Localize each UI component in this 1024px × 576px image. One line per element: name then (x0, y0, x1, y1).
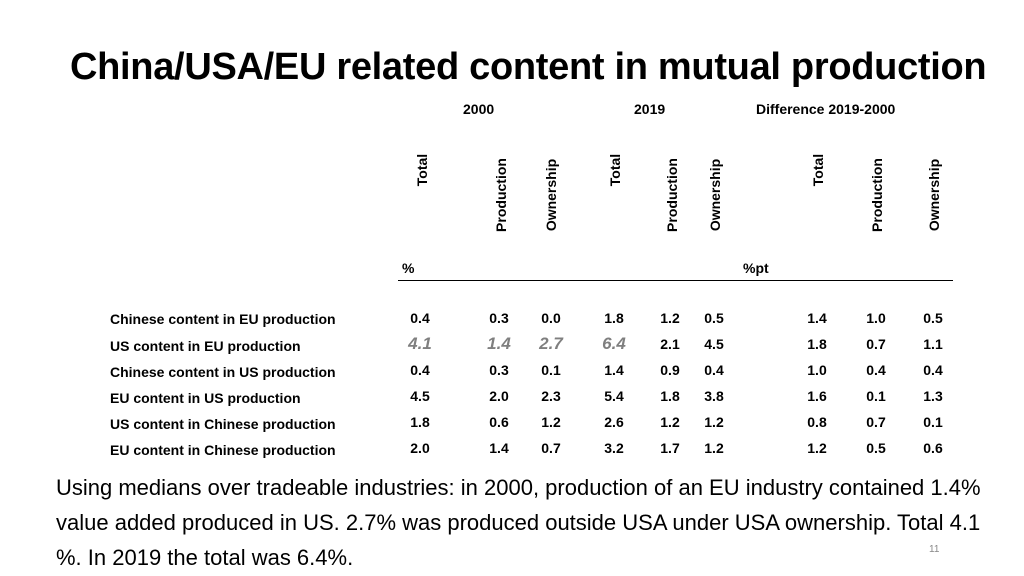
table-cell: 0.9 (660, 362, 680, 378)
table-cell: 1.8 (660, 388, 680, 404)
table-cell: 2.3 (541, 388, 561, 404)
table-cell: 0.4 (704, 362, 724, 378)
table-cell: 1.3 (923, 388, 943, 404)
table-cell: 2.7 (539, 334, 563, 353)
col-head-total-2000: Total (414, 153, 430, 187)
col-head-total-2019: Total (607, 153, 623, 187)
table-cell: 1.2 (704, 414, 724, 430)
table-cell: 1.2 (541, 414, 561, 430)
table-cell: 0.7 (866, 336, 886, 352)
table-cell: 0.4 (410, 362, 430, 378)
table-cell: 1.8 (604, 310, 624, 326)
col-head-production-2000: Production (493, 158, 509, 232)
table-cell: 0.4 (923, 362, 943, 378)
table-cell: 1.7 (660, 440, 680, 456)
table-cell: 4.1 (408, 334, 432, 353)
table-cell: 0.5 (866, 440, 886, 456)
table-cell: 6.4 (602, 334, 626, 353)
table-cell: 5.4 (604, 388, 624, 404)
row-label: EU content in Chinese production (110, 442, 336, 458)
table-cell: 2.6 (604, 414, 624, 430)
table-cell: 0.3 (489, 362, 509, 378)
table-cell: 1.0 (866, 310, 886, 326)
table-cell: 0.4 (410, 310, 430, 326)
table-cell: 0.5 (704, 310, 724, 326)
group-head-difference: Difference 2019-2000 (756, 101, 896, 117)
table-cell: 1.2 (807, 440, 827, 456)
table-cell: 1.4 (604, 362, 624, 378)
explanatory-note: Using medians over tradeable industries:… (56, 475, 981, 570)
group-head-2019: 2019 (634, 101, 666, 117)
group-head-2000: 2000 (463, 101, 495, 117)
row-label: US content in Chinese production (110, 416, 336, 432)
table-cell: 0.1 (923, 414, 943, 430)
table-cell: 1.0 (807, 362, 827, 378)
table-cell: 0.1 (541, 362, 561, 378)
table-cell: 0.3 (489, 310, 509, 326)
table-cell: 0.6 (923, 440, 943, 456)
header-rule (398, 280, 953, 281)
table-cell: 0.0 (541, 310, 561, 326)
table-cell: 1.4 (489, 440, 509, 456)
table-cell: 1.4 (487, 334, 511, 353)
table-cell: 1.2 (660, 414, 680, 430)
table-cell: 2.0 (410, 440, 430, 456)
col-head-total-diff: Total (810, 153, 826, 187)
table-cell: 0.5 (923, 310, 943, 326)
table-cell: 3.8 (704, 388, 724, 404)
table-cell: 0.8 (807, 414, 827, 430)
table-cell: 0.4 (866, 362, 886, 378)
row-label: Chinese content in US production (110, 364, 336, 380)
row-label: EU content in US production (110, 390, 301, 406)
col-head-ownership-2000: Ownership (543, 158, 559, 232)
table-cell: 1.4 (807, 310, 827, 326)
table-cell: 0.6 (489, 414, 509, 430)
table-cell: 1.6 (807, 388, 827, 404)
table-cell: 0.7 (541, 440, 561, 456)
table-cell: 1.1 (923, 336, 943, 352)
col-head-ownership-2019: Ownership (707, 158, 723, 232)
col-head-ownership-diff: Ownership (926, 158, 942, 232)
table-cell: 3.2 (604, 440, 624, 456)
col-head-production-diff: Production (869, 158, 885, 232)
col-head-production-2019: Production (664, 158, 680, 232)
row-label: Chinese content in EU production (110, 311, 336, 327)
table-cell: 1.8 (410, 414, 430, 430)
table-cell: 0.1 (866, 388, 886, 404)
table-cell: 1.2 (704, 440, 724, 456)
table-cell: 0.7 (866, 414, 886, 430)
table-cell: 1.8 (807, 336, 827, 352)
row-label: US content in EU production (110, 338, 301, 354)
table-cell: 1.2 (660, 310, 680, 326)
table-cell: 4.5 (704, 336, 724, 352)
table-cell: 4.5 (410, 388, 430, 404)
page-number: 11 (929, 544, 940, 555)
unit-percent-point: %pt (743, 260, 769, 276)
table-cell: 2.1 (660, 336, 680, 352)
table-cell: 2.0 (489, 388, 509, 404)
unit-percent: % (402, 260, 415, 276)
slide-title: China/USA/EU related content in mutual p… (70, 46, 987, 88)
